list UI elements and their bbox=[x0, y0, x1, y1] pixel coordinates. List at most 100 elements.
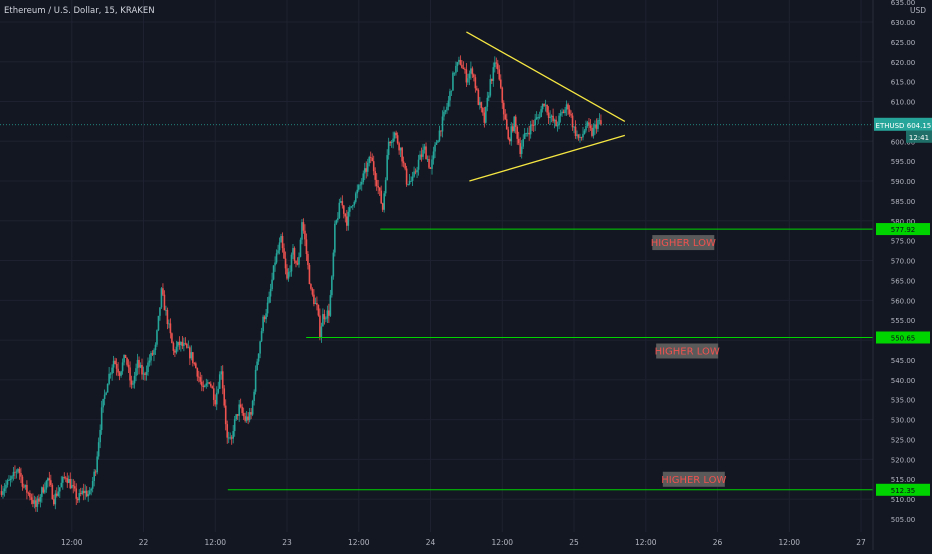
candle-body bbox=[166, 310, 169, 325]
candle-body bbox=[404, 163, 406, 169]
candle-body bbox=[135, 368, 137, 376]
candle-body bbox=[205, 383, 208, 386]
candle-body bbox=[467, 78, 469, 83]
candle-body bbox=[133, 375, 136, 384]
price-tick-label: 540.00 bbox=[891, 377, 916, 385]
candle-body bbox=[206, 382, 209, 384]
candle-body bbox=[586, 122, 589, 127]
candle-body bbox=[117, 368, 119, 373]
candle-body bbox=[491, 79, 493, 81]
candle-body bbox=[174, 350, 176, 353]
candle-body bbox=[111, 367, 113, 374]
candle-body bbox=[419, 154, 421, 160]
candle-body bbox=[99, 429, 101, 443]
candle-body bbox=[395, 132, 397, 136]
currency-label: USD bbox=[910, 6, 926, 15]
candle-body bbox=[519, 143, 522, 154]
candle-body bbox=[96, 456, 98, 473]
candle-body bbox=[115, 364, 118, 369]
candle-body bbox=[411, 176, 414, 181]
candle-body bbox=[371, 157, 374, 162]
candle-body bbox=[5, 484, 7, 489]
candle-body bbox=[192, 352, 194, 364]
candle-body bbox=[446, 106, 448, 111]
candle-body bbox=[274, 262, 276, 266]
candle-body bbox=[81, 490, 84, 494]
candle-body bbox=[331, 276, 333, 296]
candle-body bbox=[70, 485, 73, 489]
price-axis-ticks: 505.00 510.00 515.00 520.00 525.00 530.00 535.… bbox=[891, 0, 916, 524]
candle-body bbox=[123, 354, 125, 363]
candle-body bbox=[441, 116, 444, 132]
candle-body bbox=[393, 132, 396, 139]
candle-body bbox=[316, 303, 318, 305]
candle-body bbox=[286, 268, 288, 279]
candle-body bbox=[362, 173, 365, 183]
support-lines[interactable]: HIGHER LOW HIGHER LOW HIGHER LOW bbox=[227, 228, 873, 491]
candle-body bbox=[196, 368, 199, 377]
candle-body bbox=[553, 119, 556, 122]
candle-body bbox=[402, 161, 405, 164]
candle-body bbox=[507, 129, 510, 139]
candle-body bbox=[479, 102, 481, 105]
candle-body bbox=[3, 488, 6, 492]
time-tick-label: 12:00 bbox=[61, 538, 83, 547]
candle-body bbox=[384, 180, 387, 194]
price-tick-label: 585.00 bbox=[891, 198, 916, 206]
symbol-label: ETHUSD bbox=[876, 122, 905, 130]
price-tick-label: 535.00 bbox=[891, 397, 916, 405]
candle-body bbox=[343, 205, 345, 214]
candle-body bbox=[302, 222, 305, 231]
candle-body bbox=[35, 500, 37, 507]
higher-low-label: HIGHER LOW bbox=[661, 475, 726, 486]
candle-body bbox=[429, 167, 432, 169]
candle-body bbox=[407, 184, 409, 185]
trendlines[interactable] bbox=[466, 31, 626, 182]
candle-body bbox=[157, 315, 160, 331]
candle-body bbox=[432, 151, 435, 160]
candle-body bbox=[259, 341, 261, 354]
candle-body bbox=[492, 67, 495, 81]
candle-body bbox=[38, 498, 40, 502]
price-axis[interactable] bbox=[873, 0, 932, 550]
candle-body bbox=[142, 373, 145, 375]
candle-body bbox=[332, 252, 335, 277]
candle-body bbox=[100, 407, 103, 430]
candle-body bbox=[281, 236, 284, 249]
candle-body bbox=[198, 376, 200, 378]
candle-body bbox=[417, 159, 420, 170]
higher-low-label: HIGHER LOW bbox=[651, 238, 716, 249]
candle-body bbox=[64, 477, 67, 479]
candle-body bbox=[67, 479, 70, 483]
candle-body bbox=[422, 149, 424, 157]
candle-body bbox=[51, 484, 54, 500]
candle-body bbox=[413, 171, 415, 177]
candles bbox=[0, 55, 602, 512]
time-tick-label: 24 bbox=[426, 538, 436, 547]
candle-body bbox=[341, 201, 344, 206]
candle-body bbox=[401, 147, 403, 162]
time-tick-label: 12:00 bbox=[778, 538, 800, 547]
candle-body bbox=[431, 159, 433, 169]
candle-body bbox=[108, 373, 110, 384]
candle-body bbox=[242, 412, 245, 417]
candle-body bbox=[254, 370, 257, 392]
candle-body bbox=[88, 490, 91, 495]
candle-body bbox=[383, 193, 385, 210]
candle-body bbox=[180, 341, 182, 346]
candle-body bbox=[45, 480, 48, 490]
candle-body bbox=[106, 383, 109, 393]
candle-body bbox=[60, 482, 63, 488]
candle-body bbox=[526, 132, 529, 134]
candle-body bbox=[322, 314, 324, 327]
countdown-badge bbox=[906, 130, 932, 143]
price-tick-label: 625.00 bbox=[891, 39, 916, 47]
countdown-label: 12:41 bbox=[909, 134, 929, 142]
candle-body bbox=[410, 180, 412, 182]
candle-body bbox=[564, 109, 566, 114]
candle-body bbox=[348, 207, 351, 212]
candle-body bbox=[293, 248, 296, 261]
candle-body bbox=[543, 103, 545, 106]
